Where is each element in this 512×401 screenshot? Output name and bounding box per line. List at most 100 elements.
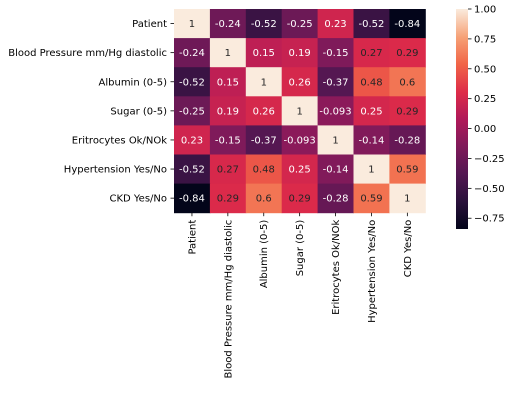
cell-value-label: -0.37 [323,77,349,88]
heatmap-cell [281,96,319,126]
heatmap-cell [174,9,211,39]
x-tick-label: Patient [187,220,198,255]
y-tick-labels: Patient Blood Pressure mm/Hg diastolic Alb… [8,19,174,205]
cell-value-label: -0.24 [179,48,205,59]
cell-value-label: 1 [189,19,195,30]
heatmap-cell [174,125,211,155]
cell-value-label: -0.52 [359,19,385,30]
cell-value-label: 0.6 [399,77,415,88]
cell-value-label: 1 [332,135,338,146]
cell-value-label: -0.84 [394,19,420,30]
heatmap-cell [389,38,426,68]
heatmap-cell [209,96,247,126]
cell-value-label: 0.59 [396,165,418,176]
heatmap-cell [317,183,354,214]
heatmap-cell [245,125,283,155]
heatmap-cell [209,183,247,214]
x-tick-label: Eritrocytes Ok/NOk [331,220,342,315]
cell-value-label: -0.093 [319,106,351,117]
heatmap-cell [209,38,247,68]
heatmap-cell [389,96,426,126]
cell-value-label: 0.19 [289,48,311,59]
cell-value-label: -0.28 [394,135,420,146]
colorbar: 1.00 0.75 0.50 0.25 0.00 −0.25 −0.50 −0.75 [456,5,505,229]
colorbar-tick-label: 0.25 [474,94,496,105]
heatmap-cell [281,9,319,39]
cell-value-label: 1 [404,194,410,205]
colorbar-tick-label: 0.00 [474,124,496,135]
y-tick-label: CKD Yes/No [109,194,167,205]
x-tick-label: Blood Pressure mm/Hg diastolic [223,220,234,379]
x-tick-label: Sugar (0-5) [295,220,306,277]
colorbar-tick-label: 1.00 [474,5,496,16]
heatmap-cell [245,38,283,68]
cell-value-label: -0.093 [284,135,316,146]
cell-value-label: 0.29 [396,106,418,117]
heatmap-cell [317,38,354,68]
cell-value-label: 0.29 [289,194,311,205]
cell-value-label: -0.14 [359,135,385,146]
colorbar-tick-label: −0.75 [474,214,505,225]
heatmap-cell [317,125,354,155]
y-tick-label: Sugar (0-5) [110,106,167,117]
heatmap-cell [245,9,283,39]
heatmap-cell [389,154,426,185]
heatmap-cell [209,154,247,185]
y-tick-label: Patient [132,19,167,30]
cell-value-label: -0.15 [323,48,349,59]
colorbar-tick-label: −0.50 [474,184,505,195]
heatmap-cell [353,96,390,126]
heatmap-cell [353,183,390,214]
cell-value-label: 0.26 [289,77,311,88]
cell-value-label: 1 [225,48,231,59]
cell-value-label: 0.48 [253,165,275,176]
heatmap-cell [353,9,390,39]
heatmap-cell [209,67,247,97]
cell-value-label: 0.27 [360,48,382,59]
heatmap-cell [245,96,283,126]
cell-value-label: 0.15 [253,48,275,59]
heatmap-cell [174,96,211,126]
cell-value-label: -0.28 [323,194,349,205]
y-tick-label: Hypertension Yes/No [64,165,167,176]
cell-value-label: -0.37 [251,135,277,146]
cell-value-label: -0.52 [179,77,205,88]
heatmap-cell [174,67,211,97]
heatmap-cell [353,38,390,68]
heatmap-cell [245,154,283,185]
heatmap-annotations: 1 -0.24 -0.52 -0.25 0.23 -0.52 -0.84 -0.24 1 0.15… [179,19,420,205]
cell-value-label: 0.26 [253,106,275,117]
heatmap-cell [317,9,354,39]
cell-value-label: -0.52 [179,165,205,176]
colorbar-gradient [456,9,468,229]
y-tick-label: Blood Pressure mm/Hg diastolic [8,48,167,59]
heatmap-cell [281,125,319,155]
cell-value-label: -0.14 [323,165,349,176]
y-tick-label: Albumin (0-5) [99,77,168,88]
colorbar-tick-label: −0.25 [474,154,505,165]
cell-value-label: 0.23 [181,135,203,146]
heatmap-cell [174,183,211,214]
heatmap-cell [353,67,390,97]
y-tick-label: Eritrocytes Ok/NOk [72,135,167,146]
cell-value-label: -0.84 [179,194,205,205]
cell-value-label: 0.29 [396,48,418,59]
cell-value-label: -0.25 [179,106,205,117]
cell-value-label: 0.27 [217,165,239,176]
heatmap-cell [281,154,319,185]
cell-value-label: -0.25 [287,19,313,30]
heatmap-cell [317,154,354,185]
heatmap-cell [353,125,390,155]
heatmap-cell [209,125,247,155]
cell-value-label: 0.15 [217,77,239,88]
cell-value-label: 0.25 [289,165,311,176]
cell-value-label: 0.25 [360,106,382,117]
x-tick-label: Albumin (0-5) [259,220,270,289]
heatmap-cell [281,67,319,97]
heatmap-cell [389,125,426,155]
cell-value-label: -0.52 [251,19,277,30]
heatmap-cell [281,38,319,68]
cell-value-label: 1 [368,165,374,176]
